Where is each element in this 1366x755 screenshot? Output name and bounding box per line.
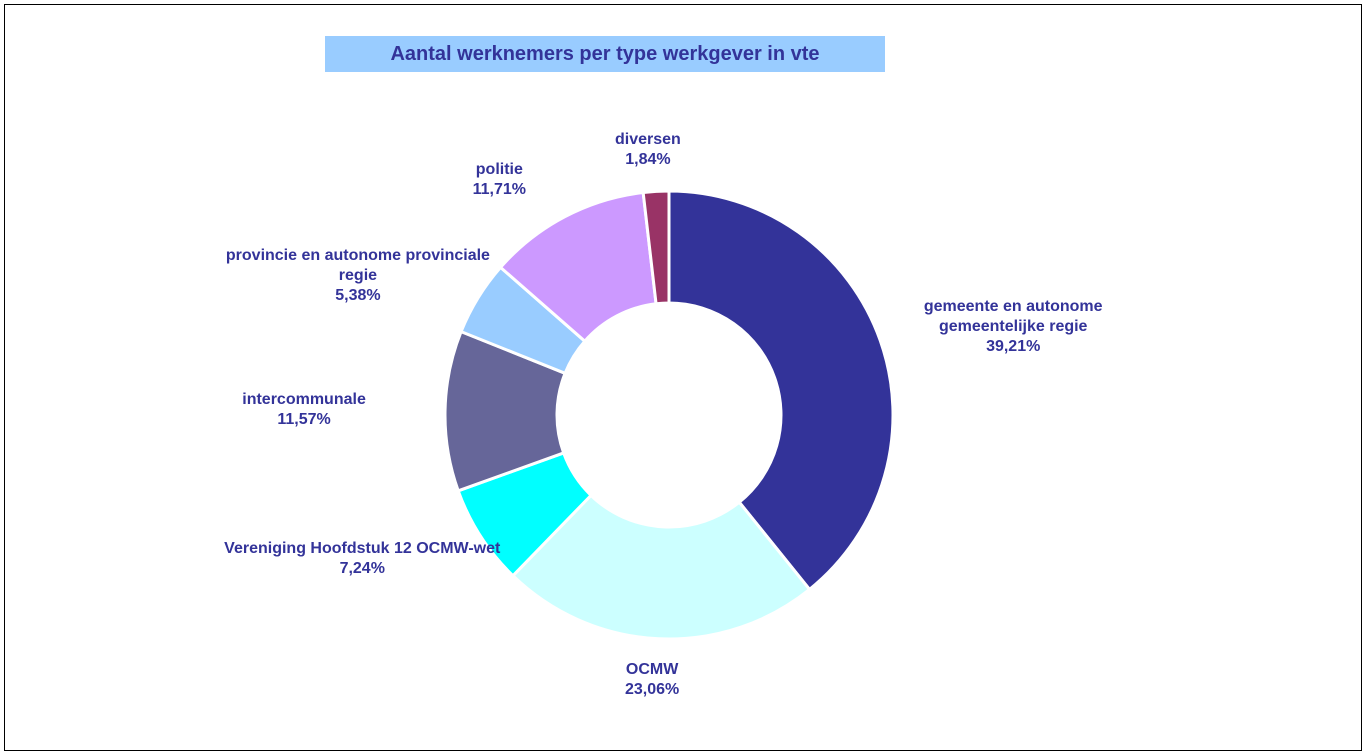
category-label: diversen bbox=[615, 131, 681, 149]
value-label: 23,06% bbox=[625, 680, 680, 698]
slice bbox=[510, 493, 812, 641]
slice bbox=[667, 189, 895, 592]
value-label: 1,84% bbox=[625, 151, 671, 169]
slice bbox=[641, 189, 671, 306]
frame bbox=[4, 4, 1362, 751]
value-label: 11,57% bbox=[277, 411, 331, 429]
chart-title: Aantal werknemers per type werkgever in … bbox=[325, 36, 885, 72]
category-label: intercommunale bbox=[242, 391, 366, 409]
category-label: provincie en autonome provinciale regie bbox=[225, 247, 490, 285]
value-label: 39,21% bbox=[986, 337, 1041, 355]
slice-label: diversen 1,84% bbox=[508, 130, 788, 170]
value-label: 5,38% bbox=[335, 287, 381, 305]
category-label: politie bbox=[475, 161, 523, 179]
slice-label: intercommunale 11,57% bbox=[164, 390, 444, 430]
slice-label: provincie en autonome provinciale regie 5… bbox=[218, 246, 498, 306]
slice-label: Vereniging Hoofdstuk 12 OCMW-wet 7,24% bbox=[222, 539, 502, 579]
value-label: 7,24% bbox=[339, 559, 385, 577]
slice-label: politie 11,71% bbox=[359, 160, 639, 200]
slice-label: OCMW 23,06% bbox=[512, 660, 792, 700]
value-label: 11,71% bbox=[472, 181, 527, 199]
slice-label: gemeente en autonome gemeentelijke regie… bbox=[873, 297, 1153, 357]
category-label: gemeente en autonome gemeentelijke regie bbox=[923, 297, 1103, 335]
category-label: Vereniging Hoofdstuk 12 OCMW-wet bbox=[224, 539, 501, 557]
category-label: OCMW bbox=[625, 660, 679, 678]
